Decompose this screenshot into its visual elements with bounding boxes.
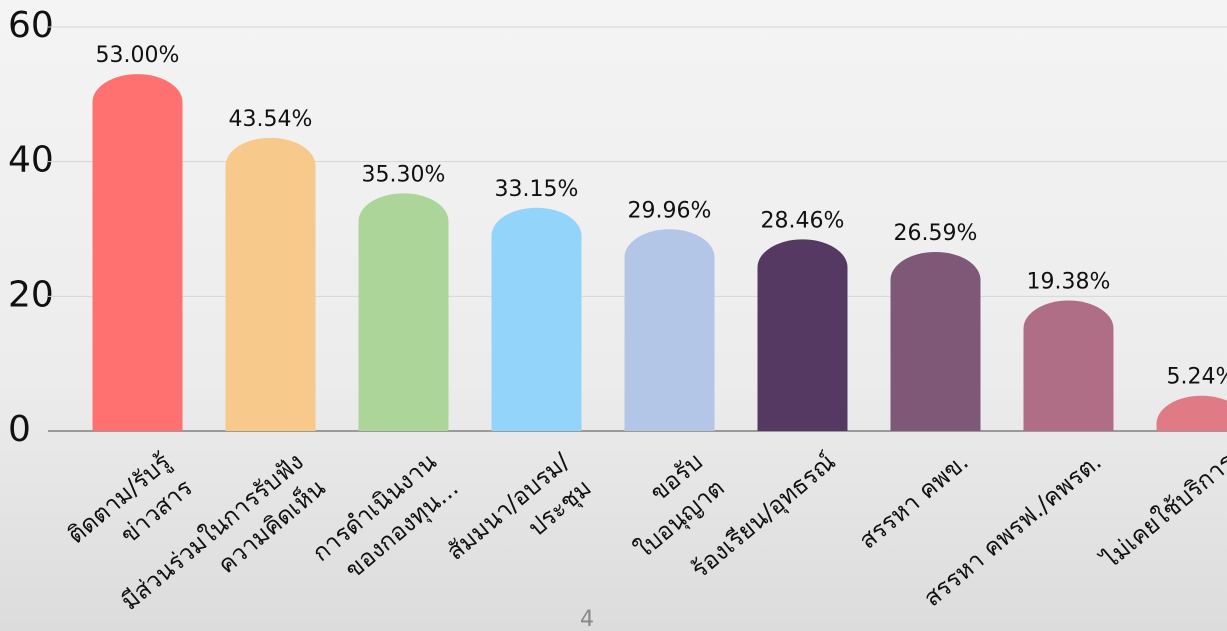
value-label: 35.30%	[362, 162, 446, 187]
value-label: 33.15%	[495, 177, 579, 202]
value-label: 19.38%	[1027, 270, 1111, 295]
y-tick-label: 0	[8, 409, 31, 450]
value-label: 28.46%	[761, 208, 845, 233]
bar	[491, 207, 582, 431]
bar	[757, 239, 848, 431]
y-tick-label: 60	[8, 5, 54, 46]
bar	[890, 251, 981, 431]
value-label: 29.96%	[628, 198, 712, 223]
bar	[92, 74, 183, 432]
bar	[1156, 395, 1227, 431]
bar	[624, 229, 715, 431]
value-label: 43.54%	[229, 107, 313, 132]
value-label: 53.00%	[96, 43, 180, 68]
y-tick-label: 20	[8, 274, 54, 315]
value-label: 5.24%	[1167, 365, 1227, 390]
page-number: 4	[580, 607, 594, 631]
value-label: 26.59%	[894, 221, 978, 246]
bar	[358, 193, 449, 431]
bar	[225, 137, 316, 431]
y-tick-label: 40	[8, 140, 54, 181]
bar	[1023, 300, 1114, 431]
